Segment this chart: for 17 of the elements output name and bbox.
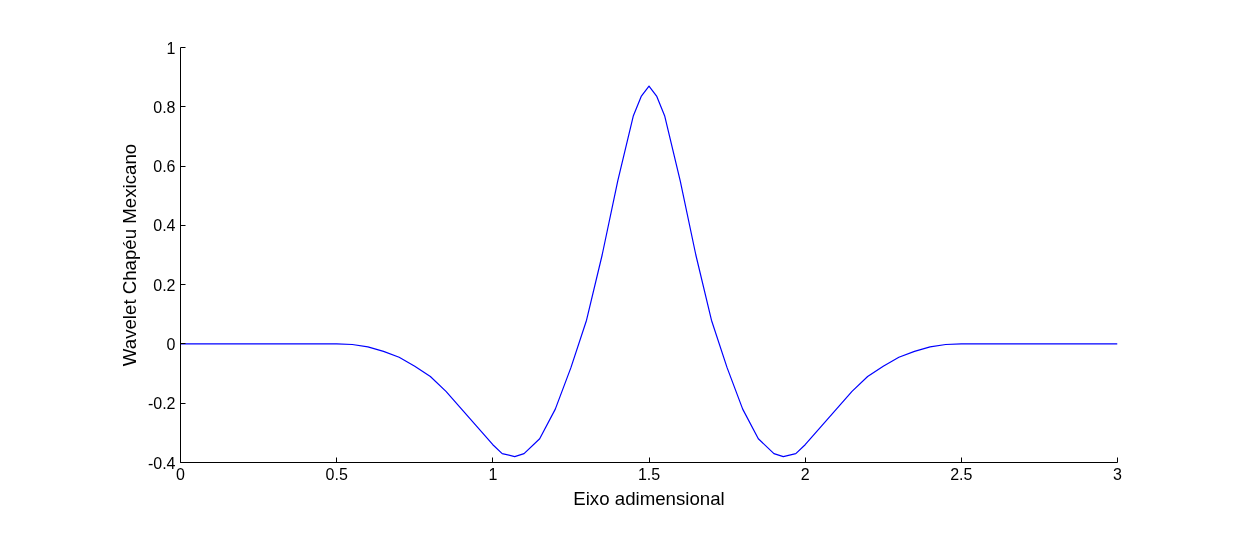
- x-tick-label: 2: [800, 465, 810, 483]
- x-tick-label: 1.5: [637, 465, 661, 483]
- line-series: [180, 85, 1118, 458]
- x-axis-title: Eixo adimensional: [573, 487, 725, 509]
- y-tick-label: 0: [166, 335, 176, 353]
- x-tick-label: 2.5: [950, 465, 973, 483]
- y-tick-label: -0.4: [147, 454, 176, 472]
- y-tick-label: 0.6: [153, 158, 176, 176]
- y-tick-label: -0.2: [147, 395, 176, 413]
- x-tick-label: 0.5: [325, 465, 348, 483]
- y-tick-label: 0.2: [153, 276, 176, 294]
- y-tick-label: 1: [166, 39, 176, 57]
- y-tick-label: 0.4: [153, 217, 176, 235]
- x-tick-label: 3: [1113, 465, 1123, 483]
- y-tick-label: 0.8: [153, 98, 176, 116]
- y-axis-title: Wavelet Chapéu Mexicano: [118, 143, 140, 367]
- x-tick-label: 1: [488, 465, 498, 483]
